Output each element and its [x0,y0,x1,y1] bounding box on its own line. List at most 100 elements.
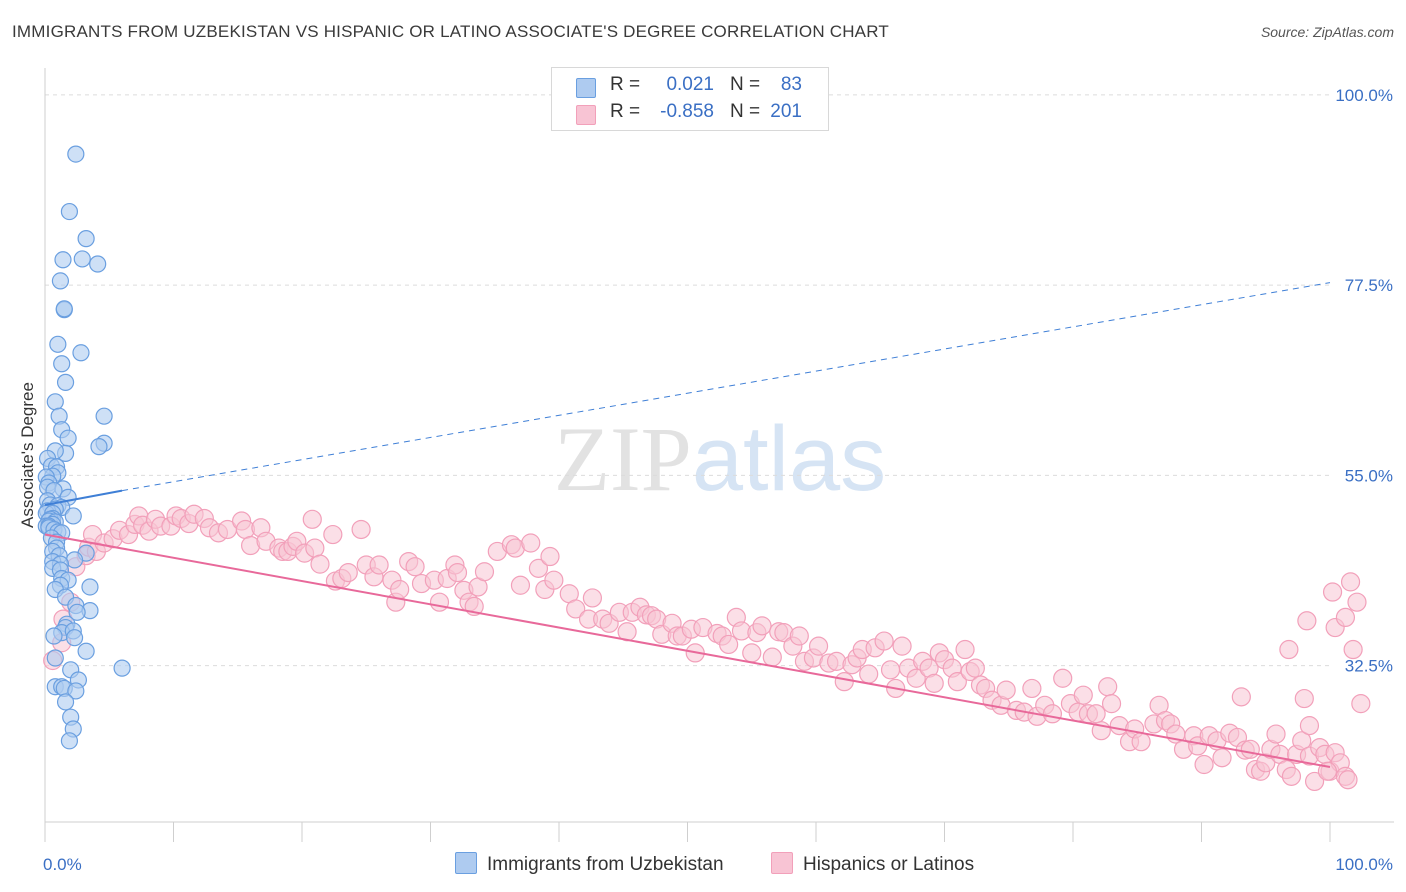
data-point-hispanic [947,672,967,692]
data-point-uzbekistan [54,251,72,269]
watermark: ZIPatlas [554,408,886,510]
data-point-uzbekistan [56,693,75,711]
y-tick-label: 55.0% [1345,466,1393,485]
data-point-hispanic [742,643,762,663]
data-point-uzbekistan [67,145,85,163]
data-point-hispanic [924,673,944,693]
data-point-uzbekistan [60,202,79,221]
data-point-hispanic [1335,607,1356,628]
legend-item-uzbekistan[interactable]: Immigrants from Uzbekistan [455,852,724,878]
data-point-hispanic [540,546,560,567]
data-point-hispanic [1086,704,1106,724]
trend-lines [44,282,1331,769]
x-tick-label: 0.0% [43,855,82,874]
watermark-atlas: atlas [692,408,886,510]
data-point-hispanic [859,664,879,684]
data-point-hispanic [1281,766,1302,786]
legend-swatch-pink [576,105,596,125]
data-point-hispanic [996,680,1016,700]
y-tick-label: 100.0% [1335,86,1393,105]
watermark-zip: ZIP [554,408,692,510]
data-point-uzbekistan [53,355,71,373]
data-point-hispanic [521,533,541,553]
data-point-hispanic [1194,754,1214,775]
data-point-hispanic [429,592,450,612]
tick-labels: 32.5% 55.0% 77.5% 100.0% 0.0% 100.0% [43,86,1393,874]
data-point-hispanic [892,636,912,656]
data-point-uzbekistan [67,682,85,700]
data-point-hispanic [510,575,531,595]
legend-label: Immigrants from Uzbekistan [487,854,724,875]
data-point-hispanic [1131,732,1151,752]
data-point-uzbekistan [77,230,95,248]
chart-title: IMMIGRANTS FROM UZBEKISTAN VS HISPANIC O… [12,22,889,41]
data-point-uzbekistan [113,659,131,677]
data-point-hispanic [808,636,829,656]
legend-item-hispanic[interactable]: Hispanics or Latinos [771,852,974,878]
data-point-hispanic [1294,688,1314,709]
data-point-hispanic [1240,739,1260,759]
axes [44,68,1394,842]
data-point-hispanic [369,555,389,575]
data-point-uzbekistan [49,335,67,353]
trendline-uzbekistan [44,489,123,506]
data-point-hispanic [874,631,894,651]
hispanic-points [43,504,1371,792]
correlation-legend: R = 0.021 N = 83 R = -0.858 N = 201 [551,67,829,131]
data-point-hispanic [1304,771,1325,792]
legend-n-value: 83 [780,74,802,95]
data-point-hispanic [302,509,322,529]
data-point-hispanic [752,616,772,636]
legend-r-label: R = [610,74,641,95]
x-tick-label: 100.0% [1335,855,1393,874]
data-point-hispanic [965,658,985,678]
legend-n-value: 201 [770,101,802,122]
data-point-uzbekistan [89,255,107,273]
gridlines [45,94,1330,667]
data-point-hispanic [1022,678,1042,699]
uzbekistan-points [37,145,131,750]
data-point-uzbekistan [73,250,91,268]
legend-swatch-pink [771,852,793,874]
data-point-hispanic [1098,677,1118,697]
data-point-uzbekistan [77,642,95,660]
legend-r-value: 0.021 [666,74,714,95]
data-point-hispanic [1266,724,1286,744]
data-point-uzbekistan [95,407,113,425]
data-point-uzbekistan [65,629,84,647]
data-point-uzbekistan [59,429,77,447]
data-point-hispanic [1338,770,1358,790]
data-point-uzbekistan [46,649,64,667]
data-point-hispanic [1212,748,1232,768]
data-point-hispanic [338,562,358,583]
data-point-hispanic [1292,731,1312,751]
y-tick-label: 77.5% [1345,276,1393,295]
data-point-hispanic [1322,582,1343,602]
data-point-hispanic [566,599,586,619]
data-point-hispanic [305,538,325,558]
data-point-uzbekistan [51,272,70,290]
data-point-uzbekistan [90,438,108,456]
data-point-hispanic [1297,611,1317,631]
y-tick-label: 32.5% [1345,657,1393,676]
data-point-uzbekistan [72,344,90,362]
data-point-hispanic [582,588,603,608]
data-point-uzbekistan [45,627,63,645]
legend-swatch-blue [576,78,596,98]
data-point-hispanic [1042,704,1063,724]
data-point-hispanic [1343,639,1363,660]
y-axis-label: Associate's Degree [18,382,37,528]
data-point-hispanic [1073,685,1093,705]
data-point-hispanic [1351,694,1371,714]
data-point-hispanic [719,634,739,655]
legend-n-label: N = [730,101,761,122]
data-point-hispanic [1340,572,1361,592]
legend-swatch-blue [455,852,477,874]
data-point-hispanic [834,672,854,692]
source-label: Source: ZipAtlas.com [1260,24,1394,40]
data-point-hispanic [789,626,809,646]
data-point-hispanic [544,570,564,590]
data-point-uzbekistan [56,373,75,391]
data-point-uzbekistan [68,603,86,621]
